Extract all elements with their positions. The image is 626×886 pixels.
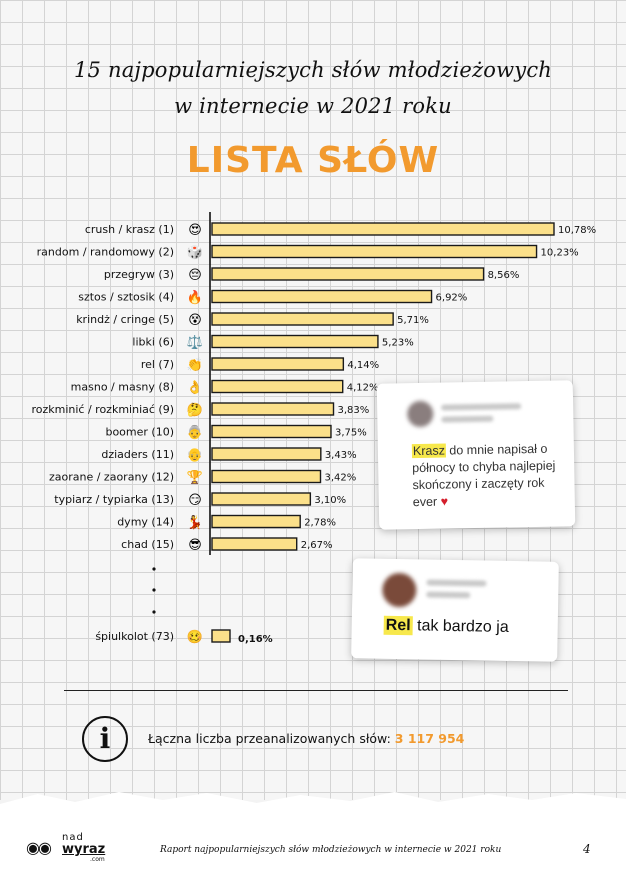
nadwyraz-logo: ◉◉ nad wyraz .com: [26, 828, 116, 863]
blurred-username-2: [426, 579, 487, 587]
category-label: zaorane / zaorany (12): [49, 471, 174, 484]
bar-4: [211, 289, 433, 304]
bar-14: [211, 514, 301, 529]
bar-13: [211, 492, 312, 506]
value-label: 2,67%: [301, 540, 333, 551]
bar-11: [211, 447, 322, 461]
info-icon: i: [82, 716, 128, 762]
category-label: random / randomowy (2): [37, 246, 174, 259]
title-line-2: w internecie w 2021 roku: [174, 94, 452, 118]
value-label: 3,42%: [325, 473, 357, 484]
bar-8: [211, 379, 344, 394]
logo-wyraz: wyraz: [62, 842, 106, 857]
emoji-icon: 💃: [187, 515, 203, 531]
emoji-icon: 👌: [187, 380, 203, 396]
comment-2-text: Rel tak bardzo ja: [383, 615, 509, 637]
category-label: rozkminić / rozkminiać (9): [31, 403, 174, 416]
category-label: typiarz / typiarka (13): [54, 493, 174, 506]
value-label: 8,56%: [488, 270, 520, 281]
emoji-icon: 😔: [188, 268, 202, 283]
ellipsis-dot: [152, 588, 156, 592]
value-label: 4,14%: [347, 360, 379, 371]
emoji-icon: 👵: [187, 425, 203, 441]
heart-icon: ♥: [440, 494, 449, 509]
value-label: 3,43%: [325, 450, 357, 461]
value-label: 4,12%: [347, 383, 379, 394]
category-label: krindż / cringe (5): [76, 313, 174, 326]
logo-nad: nad: [62, 832, 84, 843]
value-label: 10,23%: [541, 248, 579, 259]
blurred-handle: [441, 415, 494, 423]
category-label: dymy (14): [117, 516, 174, 529]
category-label: masno / masny (8): [71, 381, 174, 394]
logo-com: .com: [90, 856, 105, 863]
category-label: rel (7): [141, 358, 174, 371]
bar-7: [211, 357, 345, 371]
emoji-icon: ⚖️: [187, 335, 203, 351]
value-label: 2,78%: [304, 518, 336, 529]
footer-caption: Raport najpopularniejszych słów młodzież…: [160, 845, 502, 855]
emoji-icon: 😵: [188, 313, 202, 328]
emoji-icon: 🏆: [187, 470, 203, 486]
info-value: 3 117 954: [394, 731, 465, 746]
emoji-icon: 🔥: [187, 290, 203, 306]
page-number: 4: [583, 842, 591, 856]
category-label: chad (15): [121, 538, 174, 551]
bar-chart: crush / krasz (1) 😍 10,78% random / randomo…: [31, 212, 596, 645]
comment-card-2: Rel tak bardzo ja: [351, 558, 559, 662]
title-line-1: 15 najpopularniejszych słów młodzieżowyc…: [73, 58, 553, 82]
blurred-avatar: [407, 400, 434, 428]
value-label: 0,16%: [238, 634, 273, 645]
value-label: 5,71%: [397, 315, 429, 326]
comment-card-1: Krasz do mnie napisał o północy to chyba…: [376, 380, 576, 530]
emoji-icon: 😏: [188, 493, 202, 508]
ellipsis-dot: [152, 567, 156, 571]
value-label: 6,92%: [436, 293, 468, 304]
torn-paper-footer: [0, 792, 626, 886]
bar-6: [211, 334, 379, 349]
value-label: 3,10%: [314, 495, 346, 506]
category-label: crush / krasz (1): [85, 223, 174, 236]
comment-2-highlight: Rel: [383, 615, 413, 636]
blurred-username: [441, 403, 522, 411]
bar-16: [211, 629, 231, 643]
category-label: libki (6): [132, 336, 174, 349]
emoji-icon: 🥴: [187, 629, 203, 645]
comment-1-text: Krasz do mnie napisał o północy to chyba…: [411, 441, 563, 512]
category-label: boomer (10): [105, 426, 174, 439]
value-label: 3,75%: [335, 428, 367, 439]
bar-9: [211, 402, 335, 416]
emoji-icon: 👏: [187, 357, 203, 373]
ellipsis-dot: [152, 610, 156, 614]
eyes-icon: ◉◉: [26, 838, 52, 857]
category-label: śpiulkolot (73): [95, 630, 174, 643]
emoji-icon: 👴: [187, 448, 203, 463]
emoji-icon: 🎲: [187, 245, 203, 261]
emoji-icon: 🤔: [187, 402, 203, 418]
info-label: Łączna liczba przeanalizowanych słów:: [148, 731, 391, 746]
blurred-avatar-2: [382, 572, 417, 608]
bar-12: [211, 469, 322, 484]
value-label: 5,23%: [382, 338, 414, 349]
comment-2-body: tak bardzo ja: [416, 617, 509, 636]
category-label: sztos / sztosik (4): [78, 291, 174, 304]
info-text: Łączna liczba przeanalizowanych słów: 3 …: [148, 731, 464, 746]
headline: LISTA SŁÓW: [186, 140, 440, 181]
value-label: 10,78%: [558, 225, 596, 236]
emoji-icon: 😍: [188, 223, 202, 238]
comment-1-highlight: Krasz: [411, 443, 446, 459]
category-label: dziaders (11): [101, 448, 174, 461]
blurred-handle-2: [426, 591, 471, 599]
bar-5: [211, 312, 394, 326]
bar-10: [211, 424, 332, 439]
bar-3: [211, 267, 485, 281]
divider: [64, 690, 568, 691]
bar-15: [211, 537, 298, 551]
emoji-icon: 😎: [188, 538, 202, 553]
category-label: przegryw (3): [104, 268, 174, 281]
bar-2: [211, 244, 538, 259]
value-label: 3,83%: [338, 405, 370, 416]
bar-1: [211, 222, 555, 236]
